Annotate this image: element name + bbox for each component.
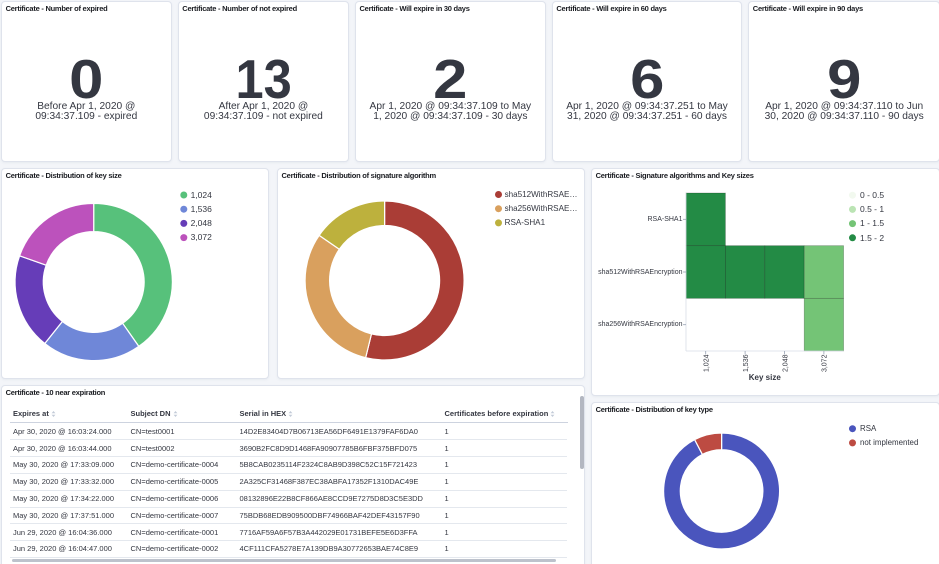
svg-text:2,048: 2,048 <box>782 354 789 372</box>
svg-text:3,072: 3,072 <box>822 354 829 372</box>
svg-text:1,024: 1,024 <box>704 354 711 372</box>
svg-text:1,536: 1,536 <box>743 354 750 372</box>
